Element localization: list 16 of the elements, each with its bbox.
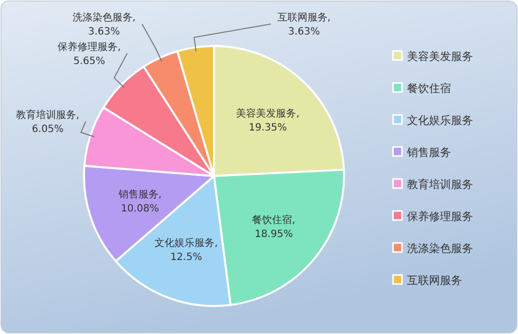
data-label: 销售服务, 10.08% — [117, 188, 162, 214]
data-label: 教育培训服务, 6.05% — [16, 108, 80, 135]
data-label: 互联网服务, 3.63% — [277, 12, 331, 38]
data-label: 保养修理服务, 5.65% — [58, 40, 121, 67]
data-label: 美容美发服务, 19.35% — [236, 108, 300, 134]
legend-label: 销售服务 — [406, 146, 451, 159]
data-label: 餐饮住宿, 18.95% — [252, 214, 296, 240]
data-label: 文化娱乐服务, 12.5% — [154, 236, 218, 263]
legend-label: 教育培训服务 — [407, 178, 473, 191]
legend-label: 文化娱乐服务 — [407, 114, 473, 127]
legend-label: 保养修理服务 — [407, 210, 473, 223]
legend-label: 美容美发服务 — [407, 50, 473, 63]
legend-label: 互联网服务 — [407, 274, 462, 287]
legend-label: 餐饮住宿 — [407, 82, 451, 95]
legend-label: 洗涤染色服务 — [407, 242, 473, 255]
data-label: 洗涤染色服务, 3.63% — [72, 12, 136, 38]
